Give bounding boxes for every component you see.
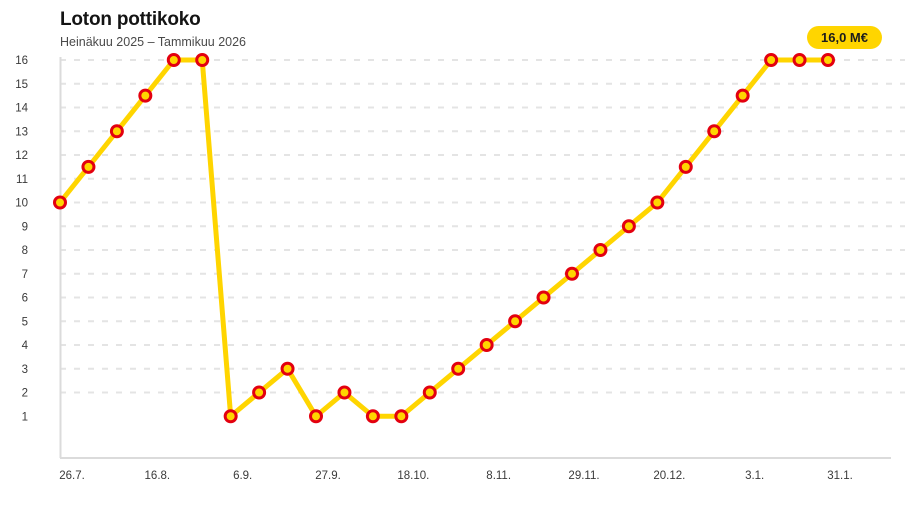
- data-point-marker: [394, 409, 409, 424]
- data-point-marker: [792, 53, 807, 67]
- x-tick-label: 6.9.: [233, 470, 252, 482]
- x-tick-label: 18.10.: [397, 470, 429, 482]
- data-point-marker: [280, 361, 295, 376]
- data-point-marker: [109, 124, 124, 139]
- data-point-marker: [707, 124, 722, 139]
- jackpot-line: [57, 57, 831, 419]
- data-point-marker: [195, 53, 210, 67]
- y-tick-label: 4: [22, 340, 29, 352]
- x-tick-label: 29.11.: [568, 470, 599, 482]
- data-point-marker: [650, 195, 665, 210]
- y-tick-label: 11: [16, 174, 28, 186]
- y-tick-label: 10: [15, 198, 28, 210]
- y-tick-label: 1: [22, 411, 28, 423]
- data-point-marker: [252, 385, 267, 400]
- data-point-marker: [422, 385, 437, 400]
- data-point-marker: [564, 266, 579, 281]
- data-point-marker: [223, 409, 238, 424]
- data-point-marker: [308, 409, 323, 424]
- data-point-marker: [764, 53, 779, 67]
- y-tick-label: 15: [15, 79, 28, 91]
- y-tick-label: 16: [15, 55, 28, 67]
- data-point-marker: [53, 195, 67, 210]
- y-tick-label: 2: [22, 388, 28, 400]
- data-point-marker: [536, 290, 551, 305]
- data-point-marker: [820, 53, 835, 67]
- x-tick-label: 27.9.: [315, 470, 341, 482]
- x-tick-label: 16.8.: [145, 470, 171, 482]
- y-tick-label: 13: [15, 126, 28, 138]
- data-point-marker: [678, 159, 693, 174]
- x-tick-label: 26.7.: [59, 470, 85, 482]
- data-point-marker: [479, 338, 494, 352]
- y-tick-label: 8: [22, 245, 28, 257]
- current-jackpot-badge: 16,0 M€: [807, 26, 882, 49]
- y-tick-label: 5: [22, 316, 28, 328]
- x-tick-label: 31.1.: [827, 470, 853, 482]
- data-point-marker: [337, 385, 352, 400]
- data-point-marker: [621, 219, 636, 234]
- x-tick-label: 20.12.: [653, 470, 685, 482]
- data-point-marker: [508, 314, 523, 329]
- x-tick-label: 8.11.: [486, 470, 511, 482]
- data-point-marker: [451, 361, 466, 376]
- data-point-marker: [593, 243, 608, 257]
- data-point-marker: [81, 159, 96, 174]
- x-tick-label: 3.1.: [745, 470, 764, 482]
- chart-subtitle: Heinäkuu 2025 – Tammikuu 2026: [60, 35, 247, 49]
- y-tick-label: 3: [22, 364, 28, 376]
- data-point-marker: [735, 88, 750, 103]
- data-point-marker: [166, 53, 181, 67]
- y-tick-label: 9: [22, 221, 28, 233]
- y-tick-label: 14: [15, 103, 28, 115]
- chart-title: Loton pottikoko: [60, 9, 201, 30]
- y-tick-label: 6: [22, 293, 28, 305]
- data-point-marker: [365, 409, 380, 424]
- data-point-marker: [138, 88, 153, 103]
- y-tick-label: 12: [15, 150, 28, 162]
- y-tick-label: 7: [22, 269, 28, 281]
